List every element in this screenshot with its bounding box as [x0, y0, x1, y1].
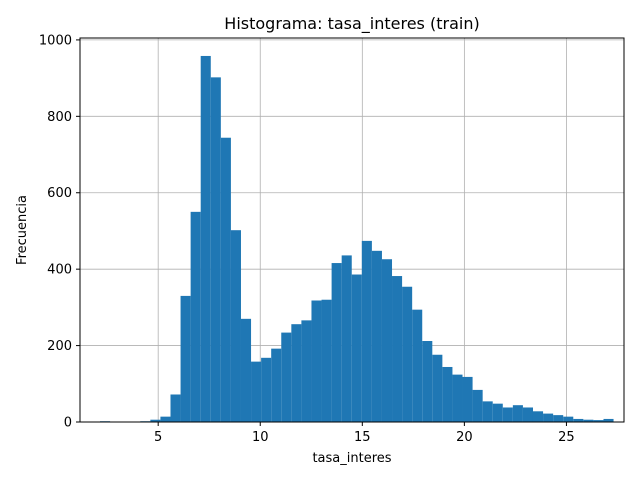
- histogram-bar: [522, 407, 533, 422]
- histogram-bar: [543, 413, 554, 422]
- y-tick-label: 400: [47, 263, 72, 278]
- x-axis-label: tasa_interes: [312, 451, 391, 466]
- histogram-bar: [553, 415, 564, 422]
- histogram-bar: [512, 405, 523, 422]
- histogram-bar: [593, 420, 604, 422]
- y-tick-label: 200: [47, 339, 72, 354]
- histogram-bar: [200, 55, 211, 422]
- histogram-bar: [271, 348, 282, 422]
- y-tick-label: 800: [47, 110, 72, 125]
- y-tick-label: 600: [47, 186, 72, 201]
- histogram-bar: [502, 407, 513, 422]
- histogram-bar: [442, 366, 453, 422]
- histogram-bar: [311, 300, 322, 422]
- y-tick-label: 1000: [39, 33, 72, 48]
- x-tick-label: 25: [558, 430, 575, 445]
- histogram-bar: [361, 240, 372, 422]
- histogram-bar: [291, 324, 302, 422]
- chart-title: Histograma: tasa_interes (train): [224, 14, 479, 34]
- histogram-bar: [402, 286, 413, 422]
- histogram-bar: [371, 250, 382, 422]
- histogram-bar: [392, 276, 403, 422]
- histogram-bar: [180, 295, 191, 422]
- histogram-bar: [170, 394, 181, 422]
- histogram-bar: [230, 230, 241, 422]
- histogram-bar: [160, 416, 171, 422]
- histogram-bars: [100, 55, 614, 422]
- histogram-bar: [583, 419, 594, 422]
- x-tick-label: 15: [354, 430, 371, 445]
- histogram-bar: [331, 263, 342, 422]
- histogram-bar: [281, 332, 292, 422]
- histogram-bar: [482, 401, 493, 422]
- axis-ticks: 5 10 15 20 25 0 200 400 600 800 1000: [39, 33, 575, 445]
- x-tick-label: 5: [154, 430, 162, 445]
- histogram-bar: [321, 299, 332, 422]
- histogram-bar: [422, 340, 433, 422]
- plot-frame: [79, 37, 625, 423]
- histogram-bar: [492, 403, 503, 422]
- histogram-bar: [240, 318, 252, 422]
- x-tick-label: 10: [252, 430, 269, 445]
- histogram-bar: [251, 361, 262, 422]
- histogram-bar: [472, 389, 483, 422]
- histogram-bar: [150, 419, 161, 422]
- histogram-bar: [351, 274, 362, 422]
- histogram-bar: [301, 320, 312, 422]
- histogram-bar: [412, 309, 423, 422]
- x-tick-label: 20: [456, 430, 473, 445]
- histogram-bar: [532, 411, 544, 422]
- histogram-bar: [603, 418, 614, 422]
- histogram-bar: [563, 416, 574, 422]
- y-axis-label: Frecuencia: [15, 195, 30, 265]
- histogram-bar: [261, 357, 272, 422]
- histogram-bar: [210, 77, 221, 422]
- histogram-bar: [220, 137, 231, 422]
- grid-lines: [80, 38, 624, 423]
- histogram-bar: [190, 211, 201, 422]
- histogram-bar: [381, 259, 393, 422]
- histogram-bar: [462, 376, 473, 422]
- histogram-bar: [452, 374, 463, 422]
- histogram-bar: [341, 255, 352, 422]
- histogram-bar: [573, 418, 584, 422]
- histogram-bar: [432, 354, 443, 422]
- y-tick-label: 0: [64, 416, 72, 431]
